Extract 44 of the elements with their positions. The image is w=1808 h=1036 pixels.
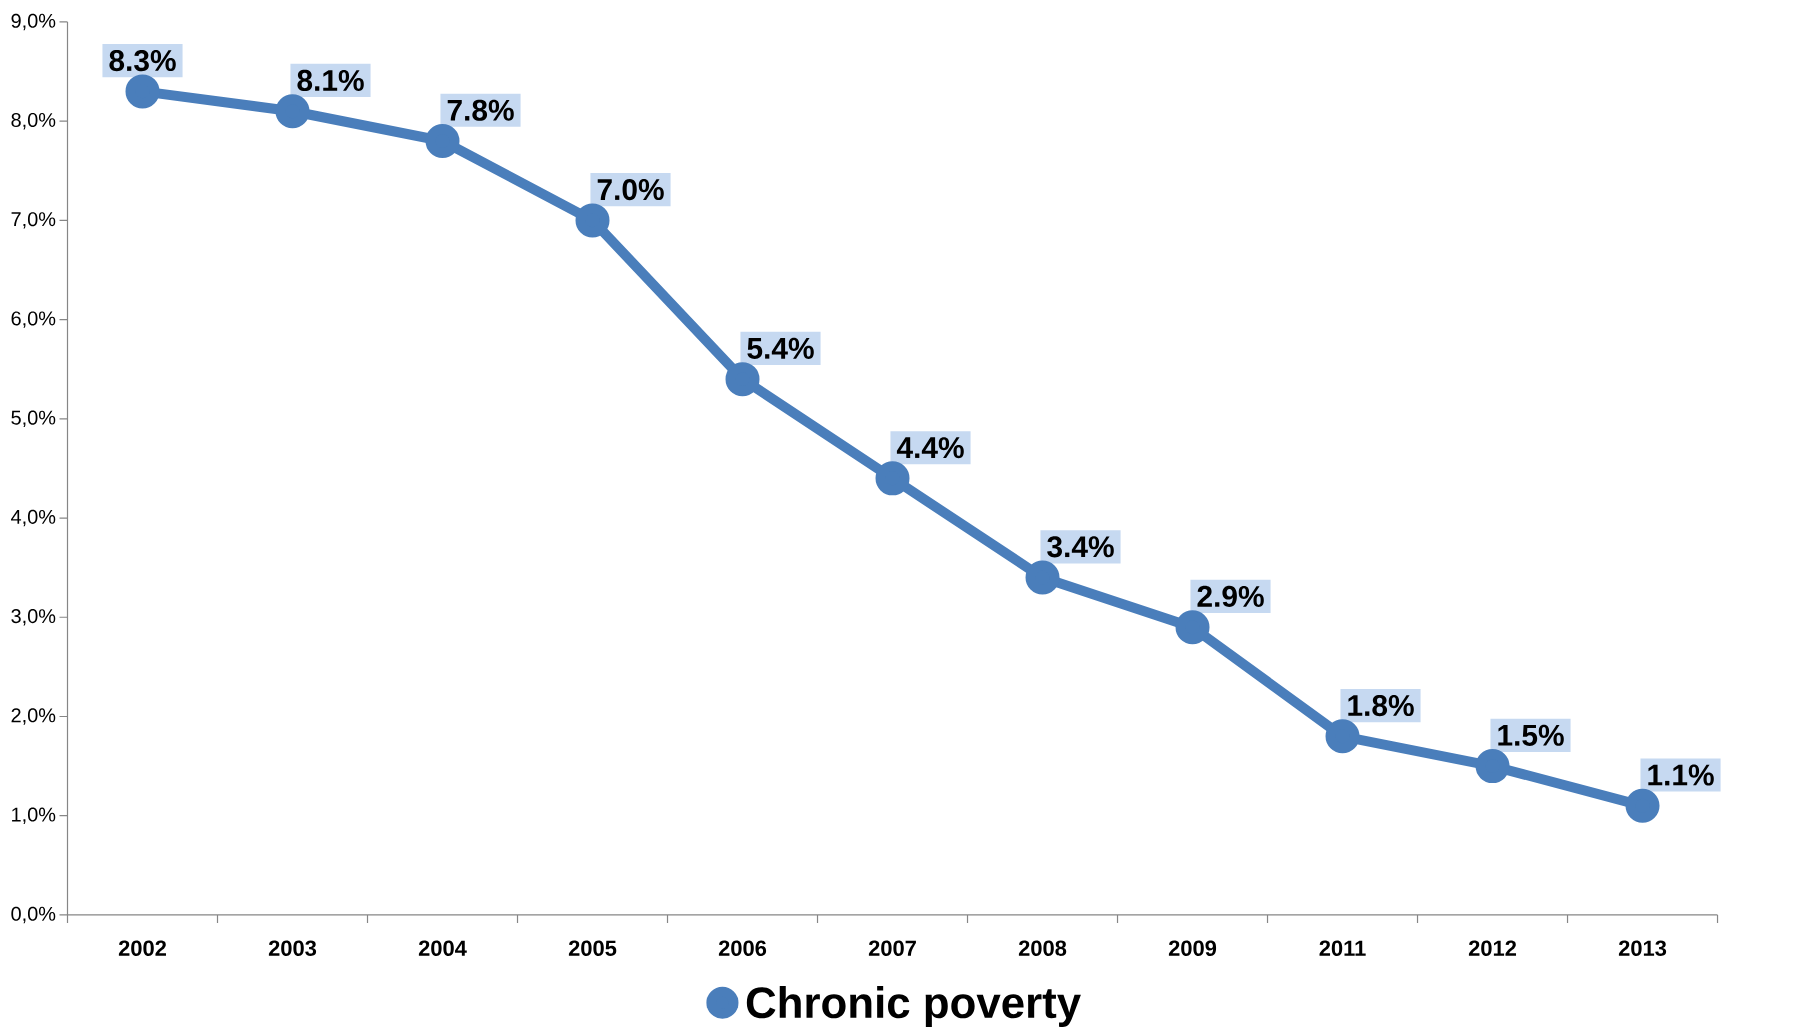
- data-label: 3.4%: [1047, 536, 1114, 558]
- point: [725, 362, 760, 397]
- y-tick-label: 8,0%: [11, 112, 56, 130]
- x-tick-label: 2007: [868, 940, 916, 956]
- point: [575, 203, 610, 238]
- y-tick-label: 3,0%: [11, 609, 56, 626]
- y-tick-label: 0,0%: [11, 906, 56, 924]
- point: [425, 124, 460, 158]
- data-label: 4.4%: [896, 437, 964, 459]
- y-tick-label: 4,0%: [11, 509, 56, 527]
- legend-label: Chronic poverty: [746, 986, 1081, 1027]
- x-tick-label: 2008: [1018, 940, 1067, 956]
- point: [1325, 719, 1360, 754]
- data-label: 2.9%: [1197, 585, 1264, 607]
- data-label: 8.3%: [109, 49, 176, 72]
- data-label: 7.0%: [597, 179, 664, 201]
- point: [875, 461, 910, 496]
- data-label: 7.8%: [447, 99, 514, 121]
- x-tick-label: 2002: [118, 940, 166, 956]
- point: [1175, 610, 1210, 645]
- x-tick-label: 2006: [718, 940, 767, 956]
- x-tick-label: 2003: [268, 940, 317, 957]
- point: [125, 74, 160, 109]
- y-tick-label: 1,0%: [12, 807, 56, 824]
- y-tick-label: 9,0%: [11, 13, 56, 31]
- x-tick-label: 2013: [1618, 940, 1667, 957]
- y-tick-label: 7,0%: [11, 212, 56, 229]
- data-label: 1.1%: [1648, 764, 1714, 786]
- y-tick-label: 5,0%: [11, 410, 56, 428]
- y-tick-label: 6,0%: [11, 311, 56, 328]
- data-label: 8.1%: [297, 69, 364, 92]
- y-tick-label: 2,0%: [11, 708, 56, 725]
- x-tick-label: 2011: [1319, 940, 1366, 956]
- data-label: 1.8%: [1348, 694, 1414, 717]
- point: [275, 94, 310, 129]
- point: [1025, 560, 1060, 595]
- x-tick-label: 2005: [568, 940, 617, 956]
- x-tick-label: 2009: [1168, 940, 1217, 956]
- point: [1475, 749, 1510, 784]
- point: [1625, 788, 1660, 823]
- x-tick-label: 2004: [418, 940, 467, 956]
- x-tick-label: 2012: [1468, 940, 1517, 956]
- data-label: 5.4%: [747, 337, 814, 359]
- data-label: 1.5%: [1498, 724, 1564, 746]
